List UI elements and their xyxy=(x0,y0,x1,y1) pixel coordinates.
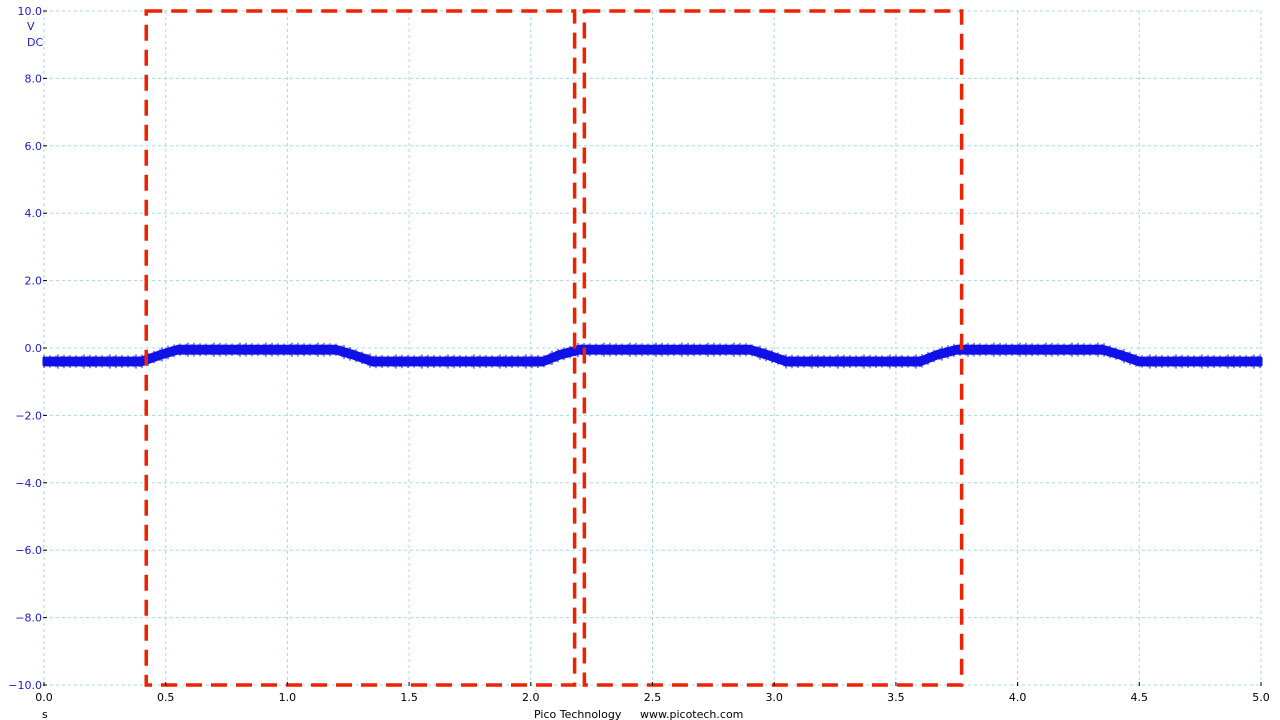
x-tick-label: 0.5 xyxy=(157,691,175,704)
y-tick-label: −6.0 xyxy=(15,544,42,557)
x-tick-label: 0.0 xyxy=(35,691,53,704)
ruler-marker-box[interactable] xyxy=(144,9,577,687)
x-tick-label: 1.0 xyxy=(279,691,297,704)
y-tick-label: 4.0 xyxy=(25,207,43,220)
x-tick-label: 4.0 xyxy=(1009,691,1027,704)
x-tick-label: 3.0 xyxy=(765,691,783,704)
coupling-label: DC xyxy=(27,36,43,49)
grid-lines xyxy=(43,10,1262,686)
x-tick-label: 4.5 xyxy=(1131,691,1149,704)
x-tick-label: 2.5 xyxy=(644,691,662,704)
x-tick-label: 2.0 xyxy=(522,691,540,704)
y-unit-label: V xyxy=(27,20,35,33)
x-unit-label: s xyxy=(42,708,48,720)
y-tick-label: −8.0 xyxy=(15,612,42,625)
x-tick-label: 1.5 xyxy=(400,691,418,704)
footer-company: Pico Technology xyxy=(534,708,622,720)
x-tick-label: 3.5 xyxy=(887,691,905,704)
ruler-markers xyxy=(144,9,964,687)
y-tick-label: 0.0 xyxy=(25,342,43,355)
y-axis-ticks: 10.0 8.0 6.0 4.0 2.0 0.0 −2.0 −4.0 −6.0 −8.0 −10.0 xyxy=(8,5,47,692)
x-axis-ticks: 0.0 0.5 1.0 1.5 2.0 2.5 3.0 3.5 4.0 4.5 5.0 xyxy=(35,682,1270,704)
signal-trace xyxy=(42,342,1263,369)
ruler-marker-box[interactable] xyxy=(582,9,964,687)
y-tick-label: 6.0 xyxy=(25,140,43,153)
y-tick-label: 8.0 xyxy=(25,72,43,85)
y-tick-label: −10.0 xyxy=(8,679,42,692)
y-tick-label: −2.0 xyxy=(15,409,42,422)
y-tick-label: 2.0 xyxy=(25,275,43,288)
footer-website: www.picotech.com xyxy=(640,708,743,720)
y-tick-label: −4.0 xyxy=(15,477,42,490)
y-tick-label: 10.0 xyxy=(18,5,43,18)
x-tick-label: 5.0 xyxy=(1252,691,1270,704)
